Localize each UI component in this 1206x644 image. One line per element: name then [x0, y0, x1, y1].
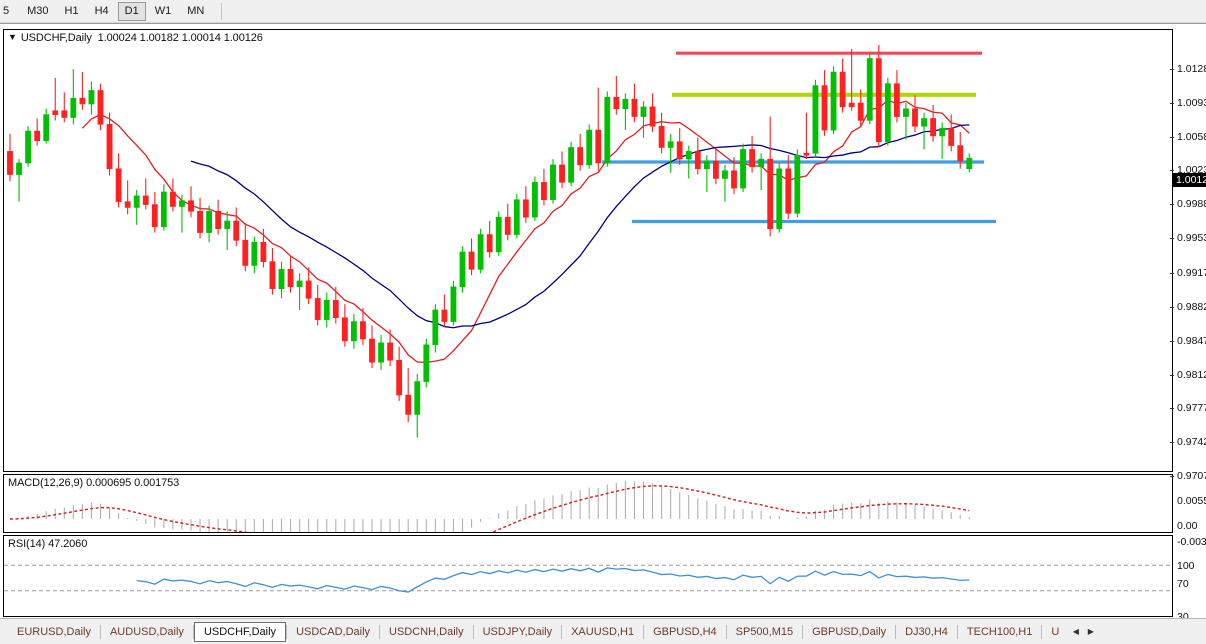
- rsi-tick-label: 30: [1177, 611, 1189, 623]
- price-tick-mark: [1170, 408, 1174, 410]
- tab-divider: [286, 624, 288, 639]
- timeframe-toolbar: 5 M30 H1 H4 D1 W1 MN: [0, 0, 1206, 23]
- ma-fast-line: [81, 99, 970, 364]
- current-price-label: 1.00126: [1173, 173, 1206, 188]
- chart-area: ▼ USDCHF,Daily 1.00024 1.00182 1.00014 1.…: [0, 23, 1206, 641]
- tab-divider: [379, 624, 381, 639]
- macd-axis: 0.005534 0.00 -0.00393: [1173, 495, 1206, 556]
- chart-tabbar: EURUSD,Daily AUDUSD,Daily USDCHF,Daily USDC…: [0, 618, 1206, 644]
- tab-divider: [1041, 624, 1043, 639]
- macd-tick-label: -0.00393: [1177, 536, 1206, 548]
- price-tick-mark: [1170, 170, 1174, 172]
- price-tick-label: 1.00580: [1177, 130, 1206, 143]
- price-tick-mark: [1170, 204, 1174, 206]
- tab-divider: [895, 624, 897, 639]
- tab-scroll-left-icon[interactable]: ◀: [1072, 627, 1079, 636]
- tab-divider: [802, 624, 804, 639]
- price-plot: [7, 44, 996, 438]
- tab-divider: [99, 624, 101, 639]
- chart-tab-gbpusd-daily[interactable]: GBPUSD,Daily: [812, 625, 887, 638]
- tab-scroll-right-icon[interactable]: ▶: [1087, 627, 1094, 636]
- tab-divider: [561, 624, 563, 639]
- price-tick-mark: [1170, 238, 1174, 240]
- chart-tab-xauusd-h1[interactable]: XAUUSD,H1: [571, 625, 635, 638]
- toolbar-divider: [221, 2, 223, 20]
- tab-divider: [956, 624, 958, 639]
- macd-pane[interactable]: MACD(12,26,9) 0.000695 0.001753: [3, 474, 1173, 533]
- price-tick-label: 0.97770: [1177, 402, 1206, 415]
- price-tick-label: 1.00930: [1177, 96, 1206, 109]
- macd-tick-label: 0.005534: [1177, 495, 1206, 507]
- timeframe-5[interactable]: 5: [3, 5, 10, 17]
- tab-divider: [643, 624, 645, 639]
- rsi-line: [136, 567, 970, 593]
- price-tick-label: 0.97070: [1177, 470, 1206, 483]
- macd-tick-label: 0.00: [1177, 520, 1198, 532]
- chart-tab-audusd-daily[interactable]: AUDUSD,Daily: [109, 625, 184, 638]
- macd-plot: [9, 481, 970, 532]
- price-tick-mark: [1170, 374, 1174, 376]
- symbol-ohlc-label: ▼ USDCHF,Daily 1.00024 1.00182 1.00014 1.…: [8, 32, 263, 44]
- timeframe-w1[interactable]: W1: [154, 5, 172, 17]
- chart-tab-usdcnh-daily[interactable]: USDCNH,Daily: [389, 625, 464, 638]
- ohlc-values: 1.00024 1.00182 1.00014 1.00126: [97, 32, 263, 44]
- price-tick-mark: [1170, 136, 1174, 138]
- tab-divider: [192, 624, 194, 639]
- price-pane[interactable]: ▼ USDCHF,Daily 1.00024 1.00182 1.00014 1.…: [3, 29, 1173, 472]
- rsi-pane[interactable]: RSI(14) 47.2060: [3, 535, 1173, 617]
- price-tick-label: 0.99170: [1177, 266, 1206, 279]
- chart-tab-usdjpy-daily[interactable]: USDJPY,Daily: [482, 625, 553, 638]
- timeframe-h4[interactable]: H4: [94, 5, 109, 17]
- price-tick-mark: [1170, 102, 1174, 104]
- rsi-plot: [4, 564, 1172, 593]
- tab-divider: [725, 624, 727, 639]
- price-tick-mark: [1170, 272, 1174, 274]
- chart-tab-tech100-h1[interactable]: TECH100,H1: [966, 625, 1033, 638]
- candle-series: [7, 44, 973, 438]
- price-tick-mark: [1170, 306, 1174, 308]
- chart-tab-u[interactable]: U: [1051, 625, 1060, 638]
- chart-tab-gbpusd-h4[interactable]: GBPUSD,H4: [653, 625, 717, 638]
- price-tick-label: 1.01280: [1177, 62, 1206, 75]
- macd-label: MACD(12,26,9) 0.000695 0.001753: [8, 477, 180, 489]
- ma-slow-line: [190, 124, 970, 329]
- chart-tab-usdchf-daily[interactable]: USDCHF,Daily: [193, 621, 287, 642]
- price-tick-label: 0.98120: [1177, 368, 1206, 381]
- rsi-label: RSI(14) 47.2060: [8, 538, 88, 550]
- rsi-tick-label: 70: [1177, 578, 1189, 590]
- price-tick-mark: [1170, 476, 1174, 478]
- price-axis[interactable]: 1.012801.009301.005801.002300.998800.995…: [1170, 52, 1206, 495]
- symbol-label: USDCHF,Daily: [20, 32, 92, 44]
- collapse-caret-icon[interactable]: ▼: [8, 32, 17, 42]
- macd-signal-line: [9, 485, 970, 532]
- chart-tab-sp500-m15[interactable]: SP500,M15: [735, 625, 794, 638]
- rsi-tick-label: 100: [1177, 560, 1195, 572]
- price-tick-label: 0.99880: [1177, 198, 1206, 211]
- chart-tab-dj30-h4[interactable]: DJ30,H4: [905, 625, 948, 638]
- timeframe-mn[interactable]: MN: [187, 5, 205, 17]
- price-tick-label: 0.97420: [1177, 436, 1206, 449]
- chart-tab-eurusd-daily[interactable]: EURUSD,Daily: [17, 625, 91, 638]
- price-tick-mark: [1170, 442, 1174, 444]
- tab-divider: [472, 624, 474, 639]
- timeframe-d1[interactable]: D1: [117, 1, 146, 21]
- timeframe-h1[interactable]: H1: [64, 5, 79, 17]
- price-tick-mark: [1170, 68, 1174, 70]
- chart-tab-usdcad-daily[interactable]: USDCAD,Daily: [296, 625, 371, 638]
- timeframe-m30[interactable]: M30: [27, 5, 49, 17]
- price-tick-label: 0.99530: [1177, 232, 1206, 245]
- price-tick-mark: [1170, 340, 1174, 342]
- price-tick-label: 0.98820: [1177, 300, 1206, 313]
- macd-histogram: [18, 481, 970, 532]
- price-tick-label: 0.98470: [1177, 334, 1206, 347]
